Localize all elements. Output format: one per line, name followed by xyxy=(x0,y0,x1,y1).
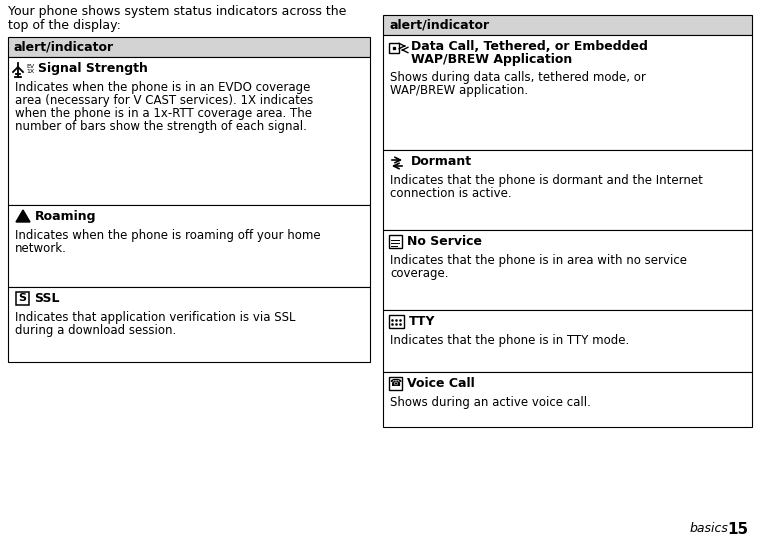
Bar xyxy=(383,310,752,372)
Text: SSL: SSL xyxy=(34,292,59,305)
Text: Your phone shows system status indicators across the: Your phone shows system status indicator… xyxy=(8,5,347,18)
Text: connection is active.: connection is active. xyxy=(390,187,511,200)
Bar xyxy=(383,372,752,427)
Text: Indicates that the phone is dormant and the Internet: Indicates that the phone is dormant and … xyxy=(390,174,703,187)
Bar xyxy=(16,292,29,305)
Text: Shows during data calls, tethered mode, or: Shows during data calls, tethered mode, … xyxy=(390,71,646,84)
Text: 1X: 1X xyxy=(26,69,34,74)
Bar xyxy=(383,150,752,230)
Text: Indicates that the phone is in TTY mode.: Indicates that the phone is in TTY mode. xyxy=(390,334,629,347)
Text: Roaming: Roaming xyxy=(35,210,97,223)
Text: Indicates when the phone is roaming off your home: Indicates when the phone is roaming off … xyxy=(15,229,321,242)
Bar xyxy=(383,35,752,150)
Text: Signal Strength: Signal Strength xyxy=(38,62,148,75)
Bar xyxy=(383,230,752,310)
Bar xyxy=(8,57,370,205)
Bar xyxy=(8,205,370,287)
Text: TTY: TTY xyxy=(409,315,435,328)
Text: DRAFT: DRAFT xyxy=(8,122,363,368)
Text: EV: EV xyxy=(26,64,34,69)
Text: when the phone is in a 1x-RTT coverage area. The: when the phone is in a 1x-RTT coverage a… xyxy=(15,107,312,120)
Bar xyxy=(389,43,399,53)
Text: network.: network. xyxy=(15,242,67,255)
Text: Shows during an active voice call.: Shows during an active voice call. xyxy=(390,396,591,409)
Text: number of bars show the strength of each signal.: number of bars show the strength of each… xyxy=(15,120,307,133)
Text: alert/indicator: alert/indicator xyxy=(14,41,114,54)
Text: coverage.: coverage. xyxy=(390,267,448,280)
Text: WAP/BREW application.: WAP/BREW application. xyxy=(390,84,528,97)
Bar xyxy=(389,315,404,328)
Text: WAP/BREW Application: WAP/BREW Application xyxy=(411,53,572,66)
Text: Data Call, Tethered, or Embedded: Data Call, Tethered, or Embedded xyxy=(411,40,648,53)
Text: basics: basics xyxy=(690,523,729,536)
Text: Indicates when the phone is in an EVDO coverage: Indicates when the phone is in an EVDO c… xyxy=(15,81,310,94)
Text: during a download session.: during a download session. xyxy=(15,324,176,337)
Text: Voice Call: Voice Call xyxy=(407,377,475,390)
Bar xyxy=(389,235,402,248)
Text: top of the display:: top of the display: xyxy=(8,19,121,32)
Text: Indicates that application verification is via SSL: Indicates that application verification … xyxy=(15,311,296,324)
Text: area (necessary for V CAST services). 1X indicates: area (necessary for V CAST services). 1X… xyxy=(15,94,313,107)
Bar xyxy=(383,15,752,35)
Text: ☎: ☎ xyxy=(389,378,401,388)
Bar xyxy=(389,377,402,390)
Text: DRAFT: DRAFT xyxy=(392,172,748,419)
Bar xyxy=(8,287,370,362)
Text: 15: 15 xyxy=(727,522,748,536)
Text: S: S xyxy=(18,293,27,303)
Text: Indicates that the phone is in area with no service: Indicates that the phone is in area with… xyxy=(390,254,687,267)
Bar xyxy=(8,37,370,57)
Text: Dormant: Dormant xyxy=(411,155,472,168)
Text: alert/indicator: alert/indicator xyxy=(389,19,489,32)
Text: No Service: No Service xyxy=(407,235,482,248)
Polygon shape xyxy=(16,210,30,222)
